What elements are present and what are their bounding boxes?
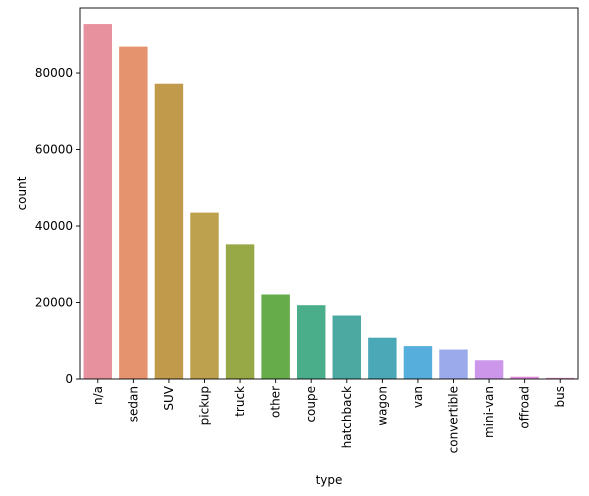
bar-convertible [439, 349, 468, 379]
y-tick-label: 80000 [35, 66, 73, 80]
x-tick-label: pickup [198, 386, 212, 425]
x-tick-label: SUV [162, 385, 176, 410]
bar-suv [154, 83, 184, 380]
bar-van [403, 346, 433, 379]
plot-frame [79, 7, 579, 380]
bar-pickup [190, 212, 219, 379]
x-tick-label: convertible [447, 386, 461, 453]
y-tick-label: 60000 [35, 143, 73, 157]
y-tick-label: 0 [65, 372, 73, 386]
y-axis-title: count [15, 176, 29, 210]
x-tick-label: hatchback [340, 386, 354, 448]
x-tick-label: offroad [518, 386, 532, 429]
bar-bus [545, 377, 575, 379]
bar-wagon [368, 337, 397, 379]
y-tick-label: 40000 [35, 219, 73, 233]
bar-other [261, 294, 290, 379]
bar-n-a [83, 24, 113, 380]
x-tick-label: other [269, 386, 283, 418]
x-axis-title: type [316, 473, 343, 487]
bar-truck [225, 244, 255, 379]
bar-offroad [510, 376, 539, 379]
x-tick-label: van [411, 386, 425, 408]
bar-hatchback [332, 315, 362, 379]
x-tick-label: truck [233, 386, 247, 417]
bar-sedan [119, 46, 148, 380]
bar-coupe [296, 305, 326, 379]
x-tick-label: mini-van [482, 386, 496, 438]
x-tick-label: sedan [126, 386, 140, 422]
y-tick-label: 20000 [35, 296, 73, 310]
x-tick-label: wagon [375, 386, 389, 426]
x-tick-label: coupe [304, 386, 318, 423]
y-axis: 0 20000 40000 60000 80000 [35, 66, 80, 386]
bar-mini-van [474, 360, 504, 379]
x-tick-label: bus [553, 386, 567, 407]
bars-group [83, 24, 575, 380]
x-axis: n/a sedan SUV pickup truck other coupe hatchbac… [91, 379, 567, 453]
x-tick-label: n/a [91, 386, 105, 405]
